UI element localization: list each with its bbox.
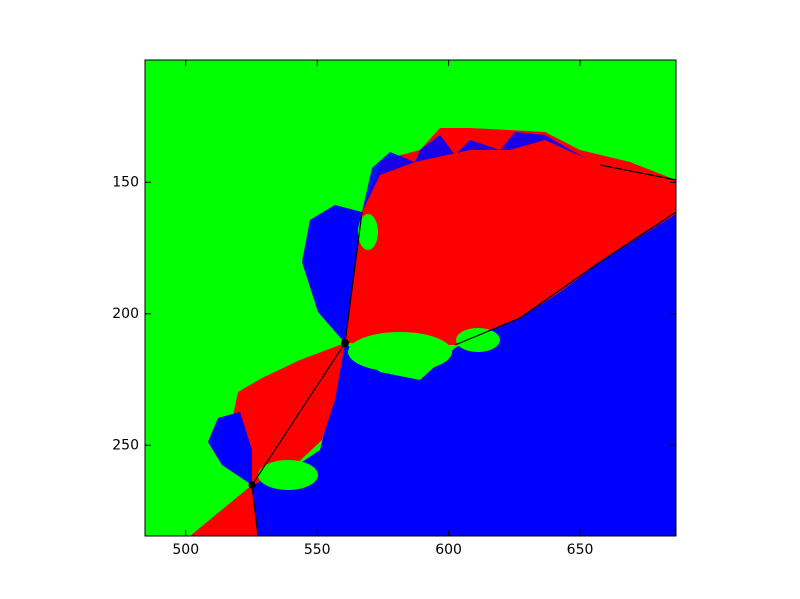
plot-frame <box>144 59 677 537</box>
region <box>190 485 258 536</box>
image <box>145 60 676 536</box>
x-tick-label: 550 <box>304 542 331 558</box>
y-tick-label: 150 <box>112 174 139 190</box>
region <box>456 328 500 352</box>
junction <box>248 481 256 489</box>
region <box>208 412 252 485</box>
x-tick-label: 650 <box>567 542 594 558</box>
y-tick-label: 250 <box>112 437 139 453</box>
region <box>258 460 318 490</box>
junction <box>341 339 349 347</box>
region <box>345 140 676 345</box>
x-tick-label: 600 <box>435 542 462 558</box>
region <box>358 214 378 250</box>
y-tick-label: 200 <box>112 306 139 322</box>
x-tick-label: 500 <box>172 542 199 558</box>
region <box>252 212 676 536</box>
region <box>348 332 452 372</box>
